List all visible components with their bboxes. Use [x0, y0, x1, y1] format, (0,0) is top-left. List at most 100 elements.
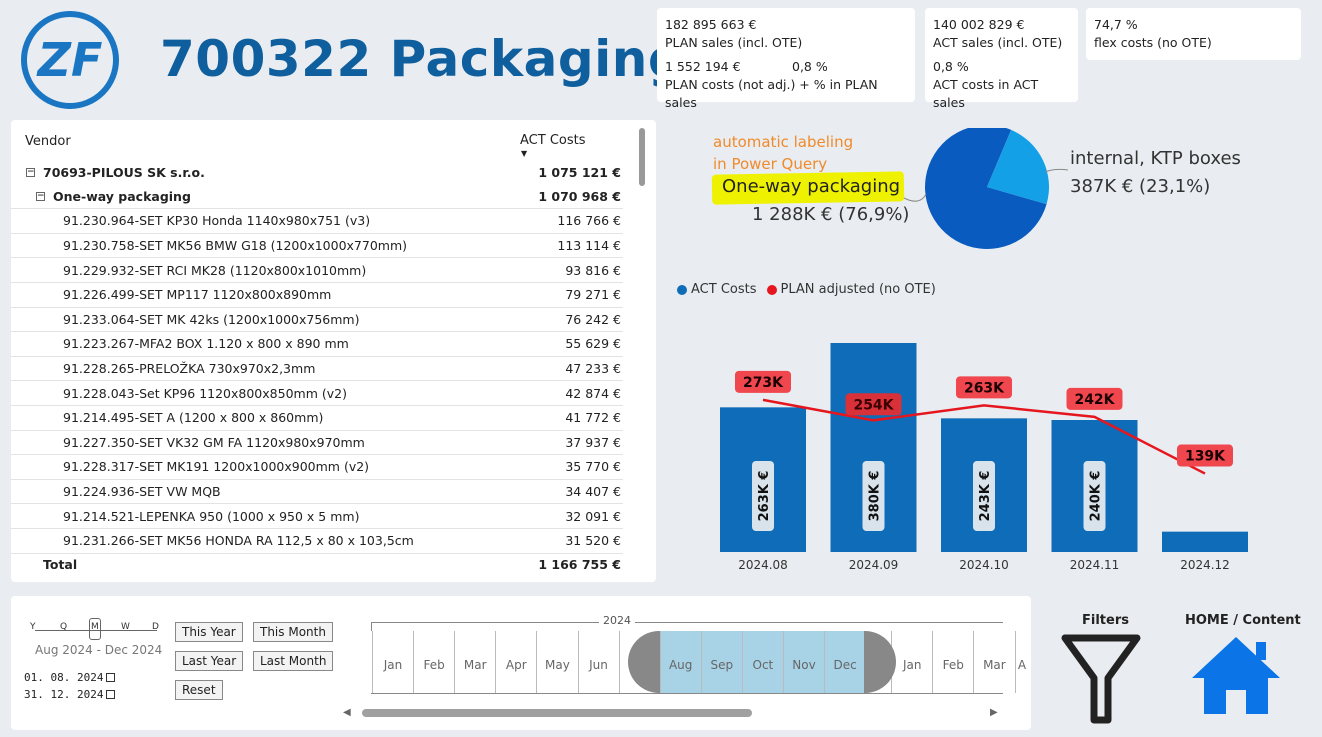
row-label: 91.226.499-SET MP117 1120x800x890mm	[63, 287, 331, 302]
line-data-label: 242K	[1067, 388, 1123, 410]
end-date-field[interactable]: 31. 12. 2024	[24, 688, 115, 701]
svg-text:139K: 139K	[1185, 449, 1226, 465]
pie-chart[interactable]	[900, 128, 1080, 253]
legend-dot-plan	[767, 285, 777, 295]
act-costs-pct: 0,8 %	[933, 58, 1070, 76]
table-scrollbar[interactable]	[639, 128, 645, 186]
last-year-button[interactable]: Last Year	[175, 651, 243, 671]
row-label: 91.228.265-PRELOŽKA 730x970x2,3mm	[63, 361, 315, 376]
legend-act-costs: ACT Costs	[691, 282, 757, 297]
timeline-month[interactable]: A	[1015, 631, 1029, 693]
timeline-scrollbar[interactable]	[362, 709, 752, 717]
row-label: Total	[43, 557, 77, 572]
svg-text:380K €: 380K €	[868, 471, 883, 522]
plan-sales-label: PLAN sales (incl. OTE)	[665, 34, 907, 52]
x-tick-label: 2024.10	[959, 558, 1009, 572]
row-value: 37 937 €	[565, 435, 621, 450]
timeline-month[interactable]: Feb	[413, 631, 454, 693]
table-row[interactable]: 91.230.758-SET MK56 BMW G18 (1200x1000x7…	[11, 234, 623, 259]
row-label: 91.214.521-LEPENKA 950 (1000 x 950 x 5 m…	[63, 509, 359, 524]
table-row[interactable]: 91.227.350-SET VK32 GM FA 1120x980x970mm…	[11, 431, 623, 456]
timeline-month[interactable]: Jan	[891, 631, 932, 693]
bar-data-label: 240K €	[1084, 461, 1106, 531]
group-row[interactable]: − One-way packaging 1 070 968 €	[11, 185, 623, 210]
row-label: 91.228.043-Set KP96 1120x800x850mm (v2)	[63, 386, 347, 401]
scroll-left-icon[interactable]: ◀	[343, 707, 351, 718]
table-row[interactable]: 91.214.521-LEPENKA 950 (1000 x 950 x 5 m…	[11, 504, 623, 529]
pie-leader-line	[904, 194, 926, 201]
table-row[interactable]: 91.233.064-SET MK 42ks (1200x1000x756mm)…	[11, 308, 623, 333]
row-value: 47 233 €	[565, 361, 621, 376]
home-label: HOME / Content	[1185, 613, 1301, 628]
timeline-month[interactable]: Apr	[495, 631, 536, 693]
table-row[interactable]: 91.228.265-PRELOŽKA 730x970x2,3mm 47 233 …	[11, 357, 623, 382]
vendor-costs-table[interactable]: Vendor ACT Costs ▼ −70693-PILOUS SK s.r.…	[11, 120, 656, 582]
timeline-year-bar	[371, 622, 1003, 631]
row-value: 34 407 €	[565, 484, 621, 499]
row-label: 91.229.932-SET RCI MK28 (1120x800x1010mm…	[63, 263, 366, 278]
x-tick-label: 2024.09	[849, 558, 899, 572]
pie-label-oneway-name: One-way packaging	[722, 176, 900, 197]
legend-dot-act	[677, 285, 687, 295]
row-label: One-way packaging	[53, 189, 191, 204]
home-icon[interactable]	[1190, 634, 1282, 716]
timeline-month[interactable]: Mar	[973, 631, 1014, 693]
pie-label-internal-name: internal, KTP boxes	[1070, 148, 1241, 169]
flex-label: flex costs (no OTE)	[1094, 34, 1293, 52]
svg-text:ZF: ZF	[36, 33, 103, 87]
plan-sales-value: 182 895 663 €	[665, 16, 907, 34]
granularity-selected-box	[89, 618, 101, 640]
table-row[interactable]: 91.223.267-MFA2 BOX 1.120 x 800 x 890 mm…	[11, 332, 623, 357]
row-label: 91.230.758-SET MK56 BMW G18 (1200x1000x7…	[63, 238, 407, 253]
row-value: 32 091 €	[565, 509, 621, 524]
row-value: 1 075 121 €	[538, 165, 621, 180]
bar-act-costs[interactable]	[1162, 532, 1248, 552]
line-data-label: 254K	[846, 393, 902, 415]
row-value: 1 166 755 €	[538, 557, 621, 572]
total-row[interactable]: Total 1 166 755 €	[11, 552, 623, 577]
act-costs-label: ACT costs in ACT sales	[933, 76, 1070, 112]
timeline-month[interactable]: Jan	[372, 631, 413, 693]
calendar-icon[interactable]	[106, 690, 115, 699]
table-row[interactable]: 91.228.317-SET MK191 1200x1000x900mm (v2…	[11, 455, 623, 480]
timeline-month[interactable]: Feb	[932, 631, 973, 693]
filter-funnel-icon[interactable]	[1060, 632, 1142, 726]
kpi-flex-card: 74,7 % flex costs (no OTE)	[1086, 8, 1301, 60]
line-data-label: 263K	[956, 376, 1012, 398]
svg-text:263K: 263K	[964, 380, 1005, 396]
timeline-year-label: 2024	[599, 614, 635, 627]
last-month-button[interactable]: Last Month	[253, 651, 333, 671]
this-month-button[interactable]: This Month	[253, 622, 333, 642]
kpi-act-card: 140 002 829 € ACT sales (incl. OTE) 0,8 …	[925, 8, 1078, 102]
bar-data-label: 263K €	[752, 461, 774, 531]
timeline-month[interactable]: Jun	[578, 631, 619, 693]
reset-button[interactable]: Reset	[175, 680, 223, 700]
bar-line-chart[interactable]: 2024.08 263K € 2024.09 380K € 2024.10 243K € 2…	[700, 300, 1280, 580]
vendor-row[interactable]: −70693-PILOUS SK s.r.o. 1 075 121 €	[11, 160, 623, 185]
table-row[interactable]: 91.229.932-SET RCI MK28 (1120x800x1010mm…	[11, 258, 623, 283]
row-value: 42 874 €	[565, 386, 621, 401]
table-row[interactable]: 91.226.499-SET MP117 1120x800x890mm 79 27…	[11, 283, 623, 308]
scroll-right-icon[interactable]: ▶	[990, 707, 998, 718]
row-label: 70693-PILOUS SK s.r.o.	[43, 165, 205, 180]
col-act-costs[interactable]: ACT Costs	[520, 133, 586, 148]
timeline-month[interactable]: Mar	[454, 631, 495, 693]
timeline-month[interactable]: May	[536, 631, 577, 693]
sort-desc-icon[interactable]: ▼	[521, 149, 527, 158]
this-year-button[interactable]: This Year	[175, 622, 243, 642]
table-row[interactable]: 91.228.043-Set KP96 1120x800x850mm (v2) 4…	[11, 381, 623, 406]
pie-annotation: automatic labeling in Power Query	[713, 131, 853, 175]
calendar-icon[interactable]	[106, 673, 115, 682]
start-date-field[interactable]: 01. 08. 2024	[24, 671, 115, 684]
line-data-label: 139K	[1177, 445, 1233, 467]
table-row[interactable]: 91.230.964-SET KP30 Honda 1140x980x751 (…	[11, 209, 623, 234]
table-row[interactable]: 91.231.266-SET MK56 HONDA RA 112,5 x 80 …	[11, 529, 623, 554]
table-row[interactable]: 91.224.936-SET VW MQB 34 407 €	[11, 480, 623, 505]
timeline-range-handles[interactable]	[628, 631, 896, 693]
collapse-icon[interactable]: −	[26, 168, 35, 177]
bar-data-label: 243K €	[973, 461, 995, 531]
table-row[interactable]: 91.214.495-SET A (1200 x 800 x 860mm) 41 …	[11, 406, 623, 431]
col-vendor[interactable]: Vendor	[25, 134, 71, 149]
row-value: 113 114 €	[557, 238, 621, 253]
collapse-icon[interactable]: −	[36, 192, 45, 201]
